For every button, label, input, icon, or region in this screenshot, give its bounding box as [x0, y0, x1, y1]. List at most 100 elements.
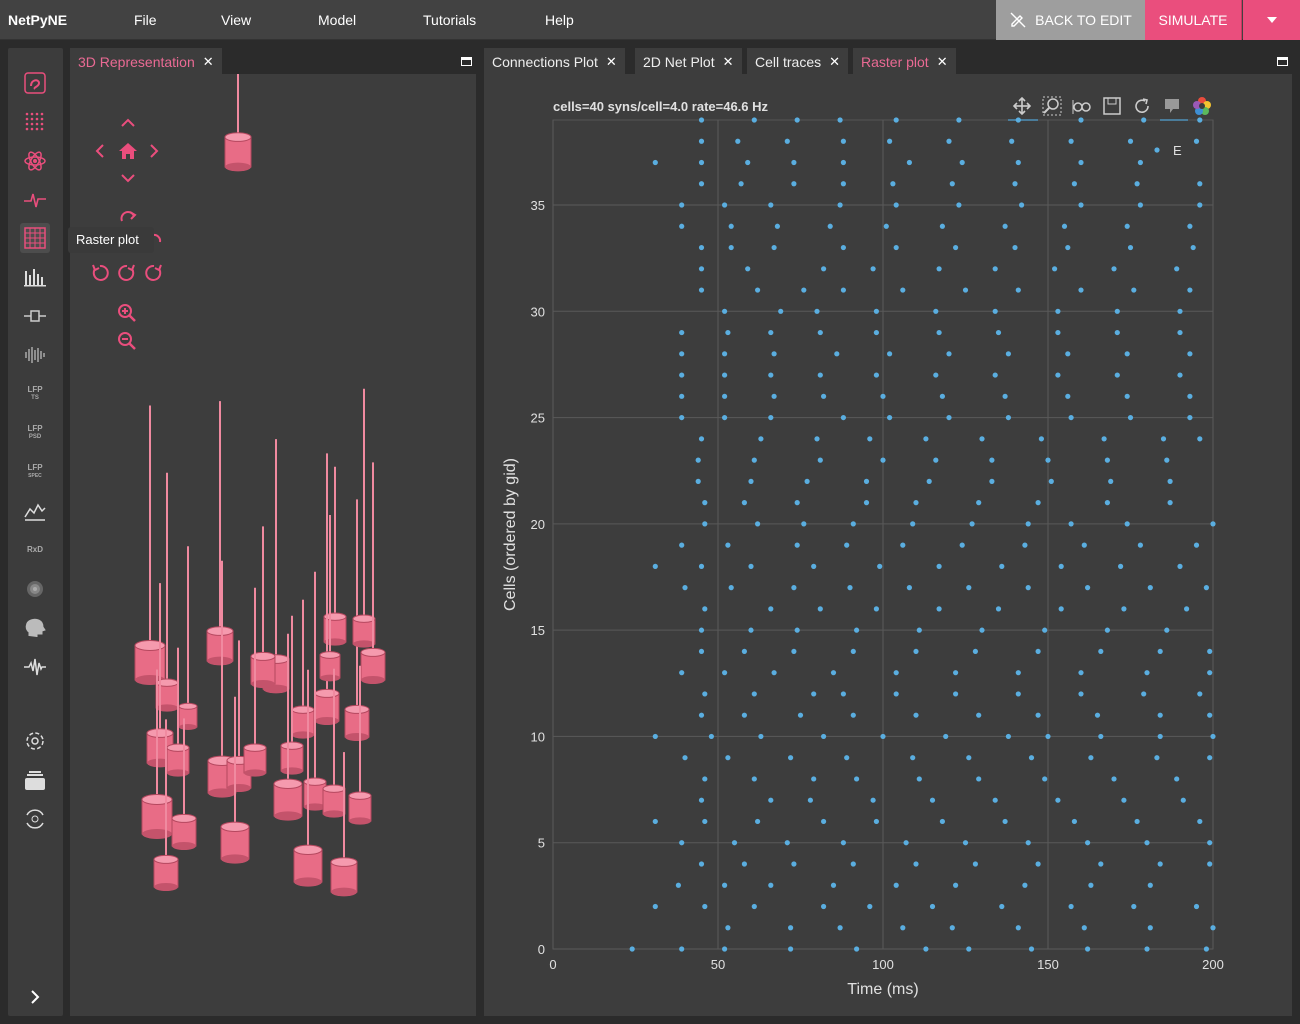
y-tick-label: 20 — [531, 517, 545, 532]
sidebar-item-lfp-psd[interactable]: LFP PSD — [20, 418, 50, 448]
spike-point — [1193, 542, 1200, 548]
sidebar-item-atom[interactable] — [20, 146, 50, 176]
tab-connections-plot[interactable]: Connections Plot ✕ — [484, 48, 625, 75]
raster-chart[interactable]: 0 50 100 150 200 0 5 10 15 20 25 30 35 Time (ms) Cells… — [484, 74, 1292, 1016]
y-tick-label: 25 — [531, 411, 545, 426]
sidebar-item-connection[interactable] — [20, 301, 50, 331]
sidebar-item-grid[interactable] — [20, 107, 50, 137]
sidebar-item-cell[interactable] — [20, 68, 50, 98]
sidebar-item-rate[interactable] — [20, 496, 50, 526]
wheel-zoom-icon[interactable] — [1072, 96, 1092, 116]
reset-icon[interactable] — [1132, 96, 1152, 116]
atom-icon — [24, 151, 46, 171]
spike-point — [698, 244, 705, 251]
spike-point — [1197, 202, 1203, 208]
menu-tutorials[interactable]: Tutorials — [423, 12, 477, 28]
rotate-cw-icon[interactable] — [117, 263, 137, 283]
bokeh-logo-icon[interactable] — [1192, 96, 1212, 116]
sidebar-item-brain[interactable] — [20, 613, 50, 643]
rotate-ccw-icon[interactable] — [90, 263, 110, 283]
spike-point — [979, 627, 985, 633]
spike-point — [1015, 670, 1021, 676]
simulate-dropdown-button[interactable] — [1243, 0, 1300, 40]
home-icon[interactable] — [117, 141, 139, 161]
spike-point — [695, 478, 701, 484]
spike-point — [1210, 733, 1216, 740]
close-icon[interactable]: ✕ — [936, 53, 948, 69]
spike-point — [847, 585, 853, 591]
spike-point — [811, 563, 817, 569]
spike-point — [1012, 244, 1018, 251]
neuron-cell — [293, 669, 323, 887]
close-icon[interactable]: ✕ — [605, 53, 617, 69]
sidebar-item-blob[interactable] — [20, 574, 50, 604]
spike-point — [870, 266, 876, 272]
back-to-edit-button[interactable]: BACK TO EDIT — [996, 0, 1145, 40]
close-icon[interactable]: ✕ — [829, 53, 841, 69]
spike-point — [972, 648, 978, 655]
spike-point — [811, 691, 817, 697]
tab-3d-representation[interactable]: 3D Representation ✕ — [70, 48, 222, 75]
sidebar-item-settings[interactable] — [20, 726, 50, 756]
neuron-cell — [348, 665, 372, 825]
maximize-right-icon[interactable] — [1277, 57, 1288, 66]
hover-icon[interactable] — [1162, 96, 1182, 116]
maximize-left-icon[interactable] — [461, 57, 472, 66]
tab-2d-net-plot[interactable]: 2D Net Plot ✕ — [635, 48, 742, 75]
sidebar-item-histogram[interactable] — [20, 262, 50, 292]
spike-point — [1157, 712, 1163, 718]
spike-point — [936, 606, 942, 612]
sidebar-item-stack[interactable] — [20, 766, 50, 796]
spike-point — [722, 414, 728, 421]
spike-point — [906, 585, 912, 591]
spike-point — [936, 266, 942, 272]
menu-model[interactable]: Model — [318, 12, 357, 28]
stack-icon — [25, 771, 45, 790]
spike-point — [995, 606, 1002, 612]
lfp-spec-sub: SPEC — [28, 473, 42, 479]
sidebar-item-lfp-ts[interactable]: LFP TS — [20, 379, 50, 409]
sidebar-item-spectrum[interactable] — [20, 340, 50, 370]
spike-point — [679, 372, 685, 378]
spike-point — [1210, 925, 1216, 931]
spike-point — [992, 308, 998, 314]
close-icon[interactable]: ✕ — [722, 53, 734, 69]
sidebar-expand-button[interactable] — [20, 982, 50, 1012]
zoom-out-icon[interactable] — [117, 331, 137, 351]
sidebar-item-sync[interactable] — [20, 804, 50, 834]
sidebar-item-rxd[interactable]: RxD — [20, 535, 50, 565]
pan-up-icon[interactable] — [120, 117, 136, 129]
tab-cell-traces[interactable]: Cell traces ✕ — [747, 48, 849, 75]
spike-point — [1180, 797, 1186, 803]
zoom-in-icon[interactable] — [117, 303, 137, 323]
spike-point — [840, 138, 846, 144]
sidebar-item-lfp-spec[interactable]: LFP SPEC — [20, 457, 50, 487]
pan-left-icon[interactable] — [94, 143, 106, 159]
pan-icon[interactable] — [1012, 96, 1032, 116]
rotate-reset-icon[interactable] — [144, 263, 164, 283]
pan-down-icon[interactable] — [120, 172, 136, 184]
3d-canvas[interactable] — [70, 74, 476, 1016]
menu-file[interactable]: File — [134, 12, 157, 28]
sidebar-item-raster[interactable] — [20, 223, 50, 253]
spike-point — [943, 733, 949, 740]
menu-help[interactable]: Help — [545, 12, 574, 28]
rotate-up-icon[interactable] — [118, 208, 138, 224]
save-icon[interactable] — [1102, 96, 1122, 116]
sidebar-item-traces[interactable] — [20, 185, 50, 215]
pan-right-icon[interactable] — [148, 143, 160, 159]
spike-point — [880, 457, 886, 463]
raster-panel — [484, 74, 1292, 1016]
spike-point — [1038, 436, 1044, 442]
simulate-button[interactable]: SIMULATE — [1145, 0, 1242, 40]
box-zoom-icon[interactable] — [1042, 96, 1062, 116]
spike-point — [735, 138, 741, 144]
spike-point — [1042, 627, 1048, 633]
spike-point — [1085, 946, 1091, 952]
menu-view[interactable]: View — [221, 12, 252, 28]
tab-raster-plot[interactable]: Raster plot ✕ — [853, 48, 956, 75]
spike-point — [916, 776, 922, 782]
spike-point — [788, 925, 794, 931]
sidebar-item-wave[interactable] — [20, 652, 50, 682]
close-icon[interactable]: ✕ — [202, 53, 214, 69]
